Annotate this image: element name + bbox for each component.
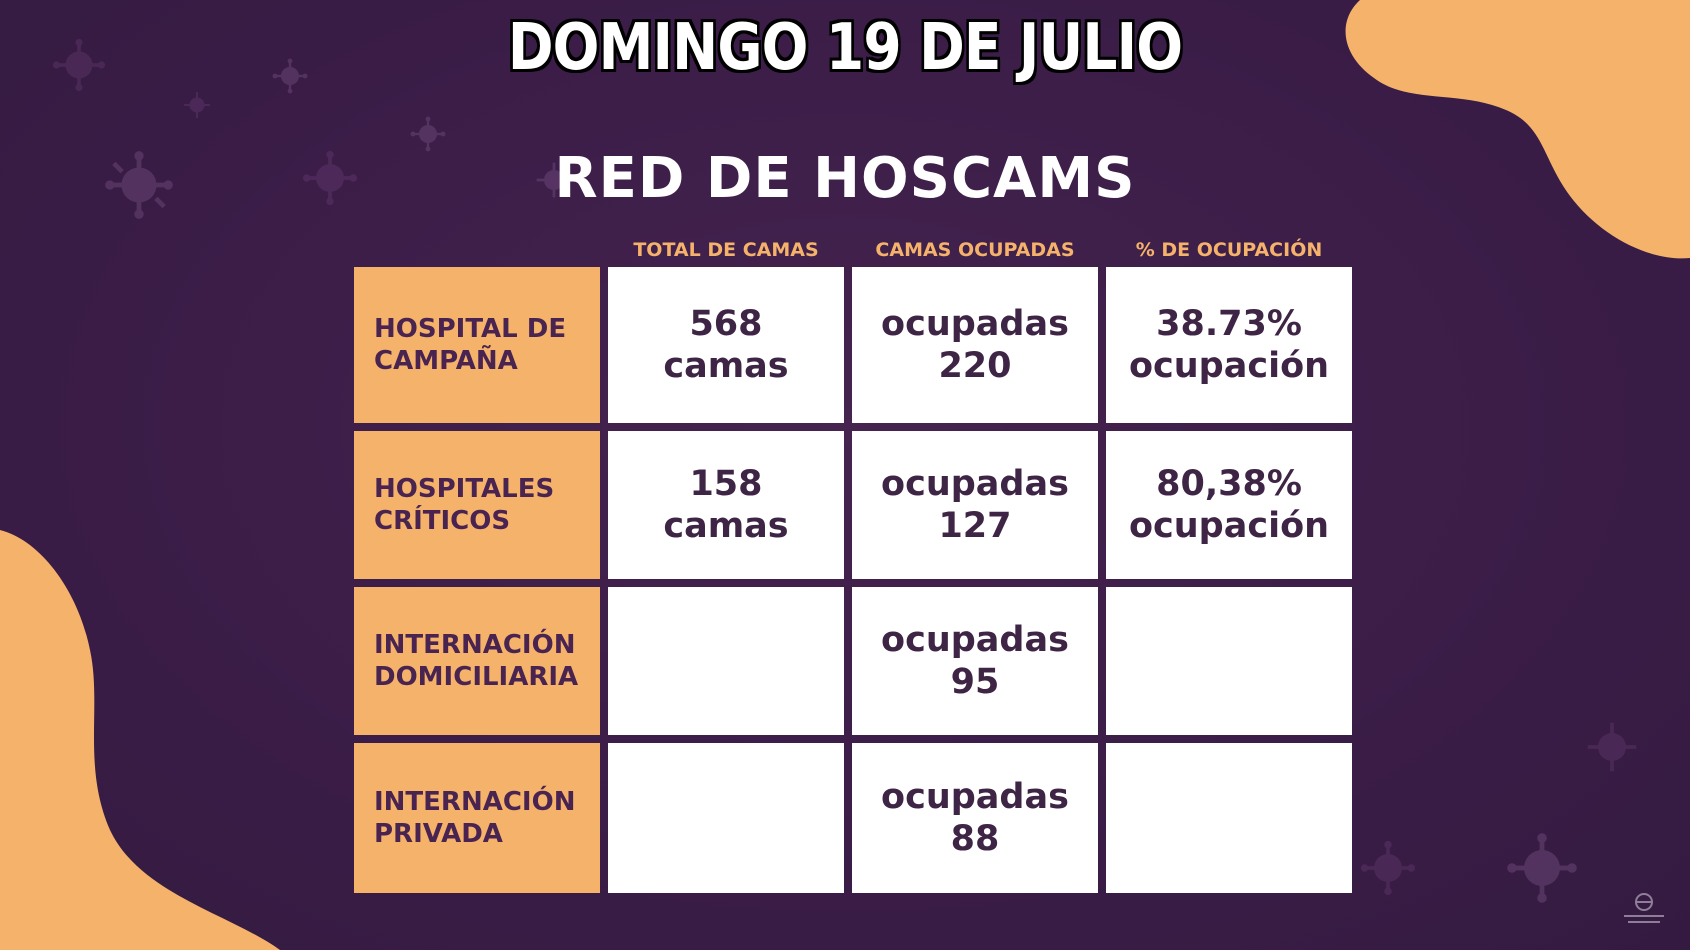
cell-total-camas bbox=[608, 587, 844, 735]
column-header-porcentaje: % DE OCUPACIÓN bbox=[1135, 239, 1323, 261]
cell-total-camas: 568 camas bbox=[608, 267, 844, 423]
cell-porcentaje-ocupacion bbox=[1106, 743, 1352, 893]
cell-camas-ocupadas: ocupadas 220 bbox=[852, 267, 1098, 423]
cell-camas-ocupadas: ocupadas 88 bbox=[852, 743, 1098, 893]
orange-blob-bottom-left bbox=[0, 530, 280, 950]
virus-icon bbox=[184, 92, 210, 118]
orange-blob-top-right bbox=[1345, 0, 1690, 259]
cell-porcentaje-ocupacion: 38.73% ocupación bbox=[1106, 267, 1352, 423]
cell-porcentaje-ocupacion bbox=[1106, 587, 1352, 735]
column-header-total: TOTAL DE CAMAS bbox=[633, 239, 819, 261]
cell-camas-ocupadas: ocupadas 127 bbox=[852, 431, 1098, 579]
cell-value: ocupadas 220 bbox=[881, 304, 1069, 386]
virus-icon bbox=[302, 150, 358, 206]
cell-value: 158 camas bbox=[663, 464, 789, 546]
cell-camas-ocupadas: ocupadas 95 bbox=[852, 587, 1098, 735]
virus-icon bbox=[410, 116, 446, 152]
virus-icon bbox=[52, 38, 106, 92]
cell-value: ocupadas 95 bbox=[881, 620, 1069, 702]
virus-icon bbox=[1587, 722, 1637, 772]
row-label-internacion-domiciliaria: INTERNACIÓN DOMICILIARIA bbox=[354, 587, 600, 735]
row-label-text: HOSPITALES CRÍTICOS bbox=[374, 474, 555, 536]
row-label-text: HOSPITAL DE CAMPAÑA bbox=[374, 314, 567, 376]
virus-icon bbox=[1360, 840, 1416, 896]
slide-title: RED DE HOSCAMS bbox=[554, 146, 1136, 211]
date-banner: DOMINGO 19 DE JULIO bbox=[507, 11, 1183, 85]
column-header-ocupadas: CAMAS OCUPADAS bbox=[875, 239, 1075, 261]
government-logo-icon bbox=[1624, 893, 1664, 923]
cell-value: 80,38% ocupación bbox=[1128, 464, 1330, 546]
cell-value: ocupadas 127 bbox=[881, 464, 1069, 546]
virus-icon bbox=[272, 58, 308, 94]
row-label-text: INTERNACIÓN DOMICILIARIA bbox=[374, 630, 579, 692]
row-label-hospital-campana: HOSPITAL DE CAMPAÑA bbox=[354, 267, 600, 423]
row-label-text: INTERNACIÓN PRIVADA bbox=[374, 787, 576, 849]
cell-value: 568 camas bbox=[663, 304, 789, 386]
row-label-internacion-privada: INTERNACIÓN PRIVADA bbox=[354, 743, 600, 893]
row-label-hospitales-criticos: HOSPITALES CRÍTICOS bbox=[354, 431, 600, 579]
column-headers: TOTAL DE CAMAS CAMAS OCUPADAS % DE OCUPA… bbox=[0, 236, 1690, 266]
virus-icon bbox=[105, 151, 173, 219]
hoscams-table: HOSPITAL DE CAMPAÑA 568 camas ocupadas 2… bbox=[354, 267, 1352, 893]
cell-value: ocupadas 88 bbox=[881, 777, 1069, 859]
cell-total-camas: 158 camas bbox=[608, 431, 844, 579]
cell-total-camas bbox=[608, 743, 844, 893]
virus-icon bbox=[536, 162, 572, 198]
cell-value: 38.73% ocupación bbox=[1128, 304, 1330, 386]
virus-icon bbox=[1507, 833, 1577, 903]
cell-porcentaje-ocupacion: 80,38% ocupación bbox=[1106, 431, 1352, 579]
